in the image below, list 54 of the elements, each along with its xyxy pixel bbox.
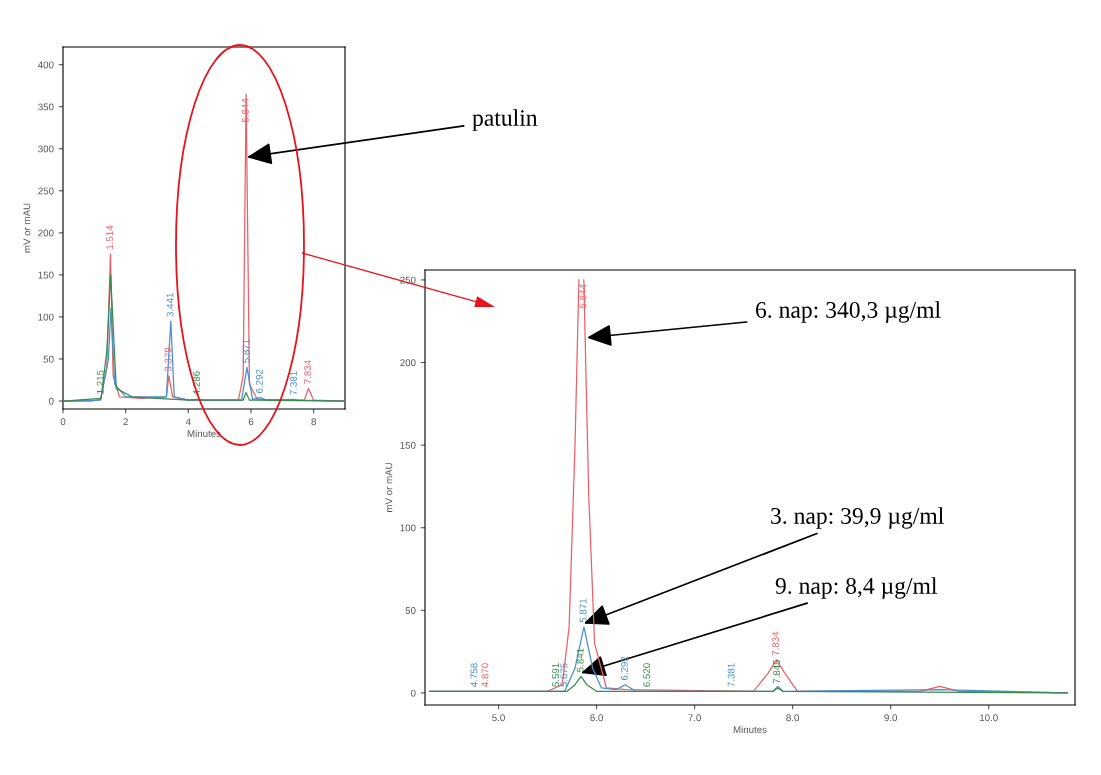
x-tick-label: 8.0 (786, 714, 800, 722)
x-axis-title: Minutes (733, 725, 767, 734)
x-tick-label: 4 (185, 418, 191, 426)
x-tick-label: 0 (60, 418, 66, 426)
annotation: 6. nap: 340,3 µg/ml (756, 301, 941, 323)
y-axis-title: mV or mAU (385, 463, 393, 512)
y-tick-label: 150 (400, 441, 416, 449)
y-tick-label: 200 (400, 359, 416, 367)
y-tick-label: 200 (38, 229, 54, 237)
x-tick-label: 8 (311, 418, 316, 426)
y-axis-title: mV or mAU (23, 203, 31, 253)
line-series (63, 274, 345, 402)
annotation: 9. nap: 8,4 µg/ml (775, 577, 937, 599)
y-tick-label: 350 (38, 103, 54, 111)
annotation: 3. nap: 39,9 µg/ml (771, 507, 944, 529)
annotation: 5.591 (552, 663, 560, 687)
y-tick-label: 150 (38, 271, 54, 279)
annotation: 6.292 (255, 369, 263, 393)
annotation: 5.871 (579, 598, 587, 623)
y-tick-label: 250 (38, 187, 54, 195)
y-tick-label: 100 (400, 524, 416, 532)
annotation: 5.871 (242, 339, 250, 363)
y-tick-label: 300 (38, 145, 54, 153)
annotation: 7.834 (304, 360, 312, 384)
annotation: 5.844 (579, 284, 587, 309)
annotation: 1.514 (106, 225, 114, 249)
annotation: 7.381 (290, 371, 297, 395)
annotation: 6.292 (620, 656, 628, 681)
annotation: 4.758 (470, 663, 478, 687)
y-tick-label: 0 (48, 397, 54, 405)
y-tick-label: 50 (43, 355, 54, 363)
x-tick-label: 6 (248, 418, 254, 426)
annotation: 7.845 (773, 659, 781, 684)
annotation: 5.841 (576, 648, 584, 672)
annotation: 5.675 (560, 663, 568, 687)
annotation: 7.381 (727, 663, 735, 687)
x-tick-label: 7.0 (688, 714, 701, 722)
y-tick-label: 400 (37, 61, 54, 69)
x-tick-label: 9.0 (884, 714, 898, 722)
annotation: patulin (472, 109, 538, 131)
annotation: 3.379 (164, 347, 172, 372)
annotation: 5.844 (241, 98, 249, 123)
annotation: 4.870 (481, 663, 489, 687)
y-tick-label: 50 (405, 607, 416, 614)
y-tick-label: 100 (38, 313, 54, 321)
annotation: 6.520 (643, 663, 651, 687)
y-tick-label: 0 (410, 689, 416, 697)
x-tick-label: 10.0 (980, 714, 998, 722)
x-tick-label: 2 (123, 418, 128, 426)
annotation: 3.441 (166, 293, 174, 317)
x-tick-label: 5.0 (492, 714, 505, 722)
x-tick-label: 6.0 (590, 714, 603, 722)
annotation: 7.834 (772, 631, 779, 656)
y-tick-label: 250 (400, 276, 416, 284)
